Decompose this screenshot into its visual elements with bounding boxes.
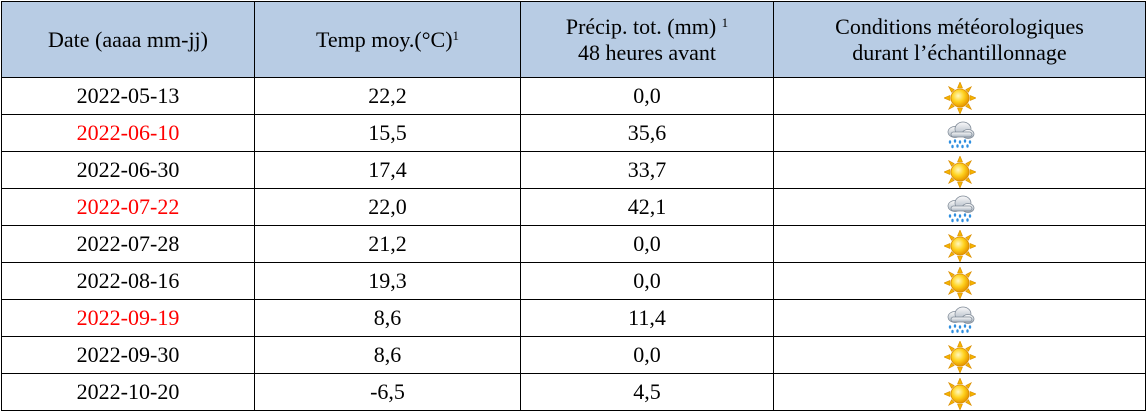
header-temp-label: Temp moy.(°C): [315, 26, 453, 52]
table-row: 2022-06-30 17,4 33,7: [1, 151, 1146, 189]
precip-cell: 0,0: [520, 225, 774, 263]
sun-icon: [943, 340, 976, 373]
sun-icon: [943, 377, 976, 410]
date-cell: 2022-07-22: [1, 188, 255, 226]
temp-cell: -6,5: [254, 373, 521, 411]
date-cell: 2022-06-30: [1, 151, 255, 189]
table-row: 2022-09-30 8,6 0,0: [1, 336, 1146, 374]
sun-icon: [943, 155, 976, 188]
header-date-label: Date (aaaa mm-jj): [47, 26, 208, 52]
header-conditions-label: Conditions météorologiques: [835, 13, 1084, 39]
header-precip-sublabel: 48 heures avant: [577, 39, 717, 65]
temp-cell: 8,6: [254, 336, 521, 374]
condition-cell: [773, 225, 1146, 263]
header-conditions-sublabel: durant l’échantillonnage: [852, 39, 1067, 65]
temp-cell: 15,5: [254, 114, 521, 152]
header-precip: Précip. tot. (mm) 1 48 heures avant: [520, 1, 774, 78]
precip-cell: 35,6: [520, 114, 774, 152]
date-cell: 2022-05-13: [1, 77, 255, 115]
header-precip-footnote: 1: [721, 14, 729, 30]
rain-cloud-icon: [944, 194, 976, 224]
date-cell: 2022-10-20: [1, 373, 255, 411]
table-row: 2022-10-20 -6,5 4,5: [1, 373, 1146, 411]
header-conditions: Conditions météorologiques durant l’écha…: [773, 1, 1146, 78]
condition-cell: [773, 336, 1146, 374]
date-cell: 2022-09-30: [1, 336, 255, 374]
rain-cloud-icon: [944, 120, 976, 150]
precip-cell: 0,0: [520, 262, 774, 300]
sun-icon: [943, 229, 976, 262]
header-row: Date (aaaa mm-jj) Temp moy.(°C)1 Précip.…: [1, 1, 1146, 78]
condition-cell: [773, 114, 1146, 152]
table-row: 2022-09-19 8,6 11,4: [1, 299, 1146, 337]
header-date: Date (aaaa mm-jj): [1, 1, 255, 78]
temp-cell: 8,6: [254, 299, 521, 337]
table-body: 2022-05-13 22,2 0,0 2022-06-10 15,5 35,6: [1, 77, 1146, 411]
table-row: 2022-07-22 22,0 42,1: [1, 188, 1146, 226]
condition-cell: [773, 188, 1146, 226]
precip-cell: 0,0: [520, 77, 774, 115]
date-cell: 2022-06-10: [1, 114, 255, 152]
header-temp-footnote: 1: [452, 27, 460, 43]
date-cell: 2022-09-19: [1, 299, 255, 337]
header-precip-label: Précip. tot. (mm): [565, 13, 717, 39]
temp-cell: 17,4: [254, 151, 521, 189]
temp-cell: 19,3: [254, 262, 521, 300]
condition-cell: [773, 373, 1146, 411]
condition-cell: [773, 151, 1146, 189]
temp-cell: 21,2: [254, 225, 521, 263]
date-cell: 2022-08-16: [1, 262, 255, 300]
precip-cell: 33,7: [520, 151, 774, 189]
temp-cell: 22,0: [254, 188, 521, 226]
precip-cell: 11,4: [520, 299, 774, 337]
condition-cell: [773, 299, 1146, 337]
date-cell: 2022-07-28: [1, 225, 255, 263]
precip-cell: 42,1: [520, 188, 774, 226]
precip-cell: 0,0: [520, 336, 774, 374]
header-temp: Temp moy.(°C)1: [254, 1, 521, 78]
rain-cloud-icon: [944, 305, 976, 335]
precip-cell: 4,5: [520, 373, 774, 411]
table-row: 2022-05-13 22,2 0,0: [1, 77, 1146, 115]
table-row: 2022-07-28 21,2 0,0: [1, 225, 1146, 263]
table-row: 2022-08-16 19,3 0,0: [1, 262, 1146, 300]
sun-icon: [943, 266, 976, 299]
condition-cell: [773, 77, 1146, 115]
condition-cell: [773, 262, 1146, 300]
table-row: 2022-06-10 15,5 35,6: [1, 114, 1146, 152]
sun-icon: [943, 81, 976, 114]
temp-cell: 22,2: [254, 77, 521, 115]
